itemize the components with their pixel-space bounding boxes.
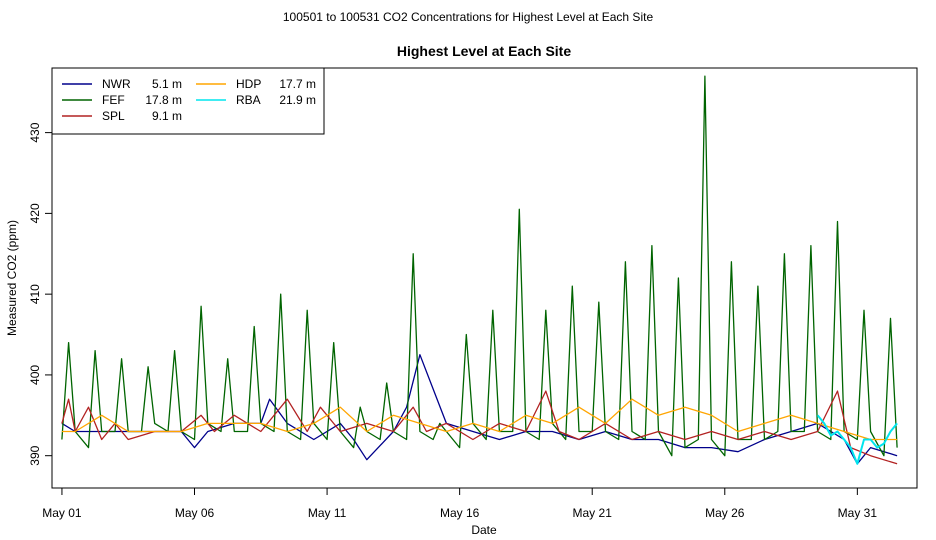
legend-name-fef: FEF <box>102 93 125 107</box>
legend-height-fef: 17.8 m <box>145 93 182 107</box>
legend-name-hdp: HDP <box>236 77 261 91</box>
legend-name-nwr: NWR <box>102 77 131 91</box>
series-line-nwr <box>61 354 898 465</box>
y-axis-label: Measured CO2 (ppm) <box>5 220 19 336</box>
legend-name-rba: RBA <box>236 93 261 107</box>
y-tick-label: 430 <box>28 122 42 142</box>
x-tick-label: May 31 <box>838 506 878 520</box>
series-line-spl <box>61 390 898 465</box>
legend-name-spl: SPL <box>102 109 125 123</box>
y-tick-label: 390 <box>28 445 42 465</box>
legend-box <box>51 67 325 135</box>
legend-height-nwr: 5.1 m <box>152 77 182 91</box>
chart-title: Highest Level at Each Site <box>397 43 571 59</box>
y-tick-label: 410 <box>28 284 42 304</box>
y-tick-label: 420 <box>28 203 42 223</box>
legend-height-hdp: 17.7 m <box>279 77 316 91</box>
legend-height-spl: 9.1 m <box>152 109 182 123</box>
series-layer <box>61 75 898 465</box>
series-line-rba <box>816 414 898 465</box>
page-title: 100501 to 100531 CO2 Concentrations for … <box>282 10 654 24</box>
series-line-hdp <box>61 398 898 441</box>
x-tick-label: May 26 <box>705 506 745 520</box>
x-tick-label: May 16 <box>440 506 480 520</box>
legend: NWR 5.1 m FEF 17.8 m SPL 9.1 m HDP 17.7 m RBA 21.… <box>51 67 325 135</box>
series-line-fef <box>61 75 898 457</box>
plot-frame <box>51 67 918 489</box>
x-tick-label: May 21 <box>573 506 613 520</box>
x-tick-label: May 11 <box>308 506 347 520</box>
x-axis-label: Date <box>471 523 497 537</box>
y-tick-label: 400 <box>28 365 42 385</box>
x-tick-label: May 01 <box>42 506 82 520</box>
y-axis: 390 400 410 420 430 <box>28 122 52 466</box>
legend-height-rba: 21.9 m <box>279 93 316 107</box>
x-tick-label: May 06 <box>175 506 215 520</box>
x-axis: May 01 May 06 May 11 May 16 May 21 May 26 May … <box>42 488 877 520</box>
